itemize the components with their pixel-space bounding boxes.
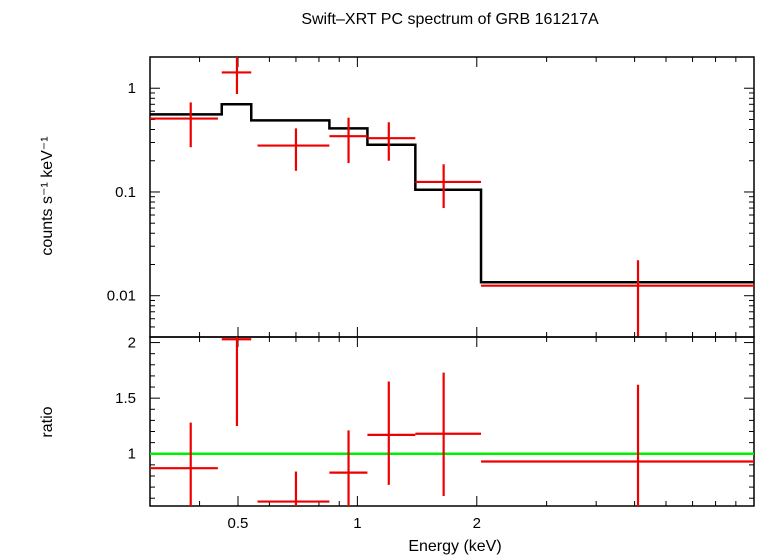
chart-title: Swift–XRT PC spectrum of GRB 161217A [301,11,599,28]
data-point [481,260,754,337]
bottom-panel-ylabel: ratio [39,406,56,437]
x-tick-label: 2 [473,515,481,532]
y-tick-label: 0.1 [115,184,136,201]
y-tick-label: 1 [128,80,136,97]
data-point [367,122,416,161]
bottom-panel: 0.5 1 2 1 1.5 2 [115,335,755,532]
x-axis-label: Energy (keV) [408,538,501,555]
model-step-line [150,103,754,284]
ratio-point [415,372,482,496]
data-point [150,102,218,148]
ratio-point [221,337,252,426]
y-tick-label: 1.5 [115,390,136,407]
top-panel-ylabel: counts s⁻¹ keV⁻¹ [39,136,56,255]
x-tick-label: 0.5 [228,515,249,532]
data-point [415,164,482,209]
data-point [257,128,330,171]
ratio-point [150,422,218,506]
data-point [221,57,252,94]
y-tick-label: 2 [128,335,136,352]
top-panel: 0.01 0.1 1 [107,56,755,338]
y-tick-label: 0.01 [107,288,136,305]
ratio-point [367,381,416,485]
x-tick-label: 1 [353,515,361,532]
ratio-point [329,430,368,506]
ratio-point [257,471,330,506]
data-point [329,117,368,164]
y-tick-label: 1 [128,446,136,463]
bottom-plot-frame [149,336,755,507]
top-plot-frame [149,56,755,338]
ratio-point [481,384,754,506]
